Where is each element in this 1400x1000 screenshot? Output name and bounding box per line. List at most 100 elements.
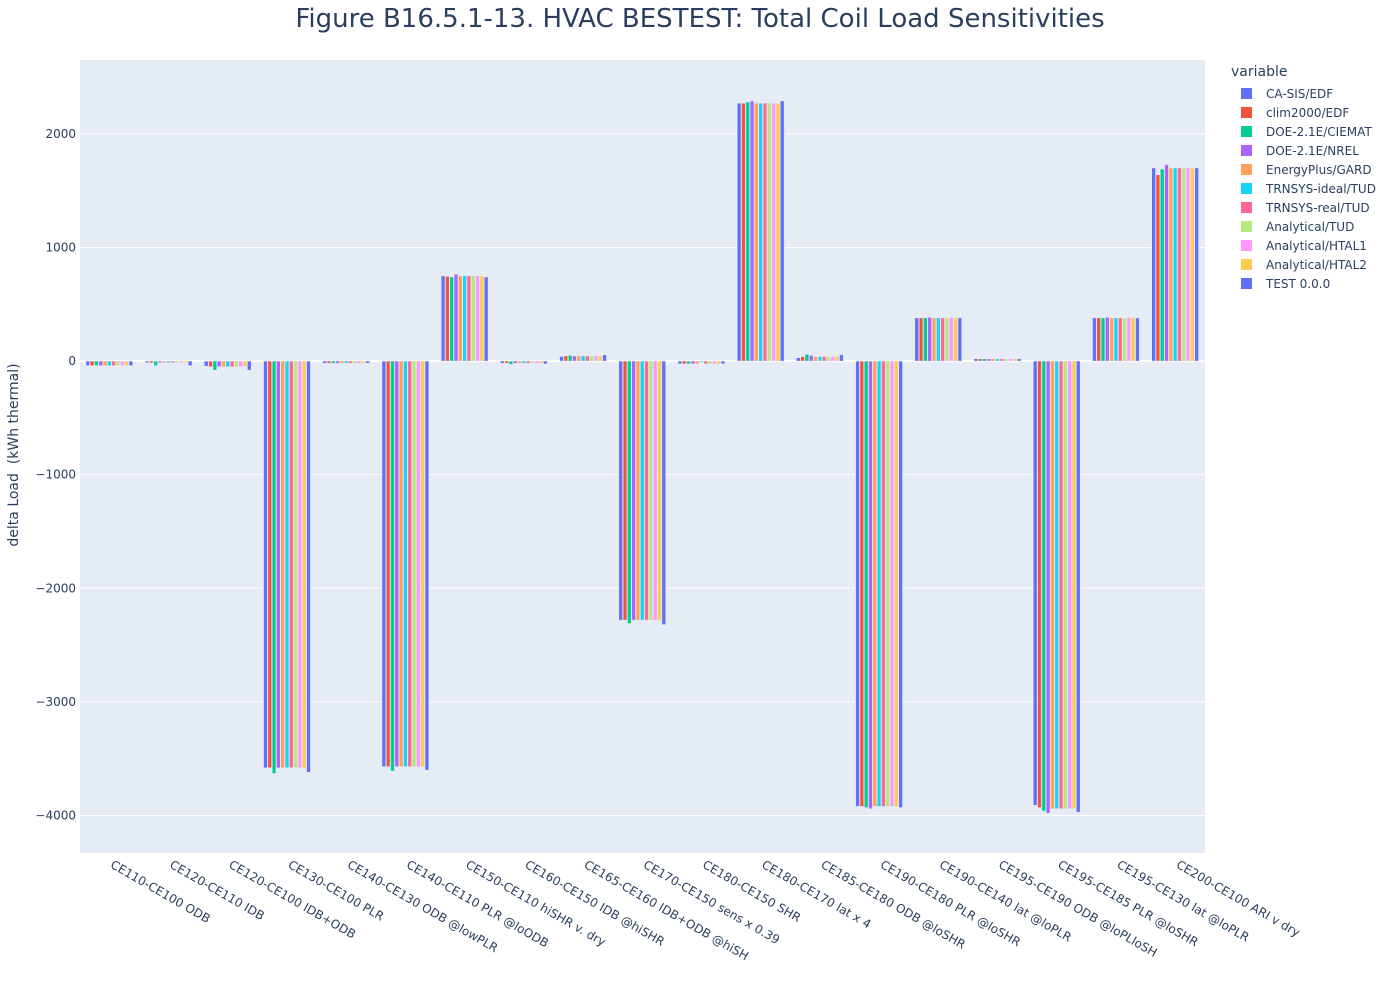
bar [517, 360, 522, 364]
bar [128, 360, 134, 366]
bar [1071, 360, 1077, 809]
y-tick-labels: −4000 −3000 −2000 −1000 0 1000 2000 [35, 127, 76, 823]
bar [775, 102, 781, 362]
legend-swatch [1241, 240, 1252, 251]
bar [1194, 167, 1199, 362]
bar [1033, 360, 1038, 806]
bar [98, 360, 103, 366]
bar [365, 360, 370, 364]
bar [653, 360, 658, 621]
bar [335, 360, 340, 364]
legend-item[interactable]: TEST 0.0.0 [1231, 274, 1376, 293]
y-tick-label: −2000 [35, 581, 76, 595]
bar [936, 317, 941, 362]
bar [284, 360, 290, 769]
bar [1185, 167, 1191, 362]
bar [271, 360, 277, 774]
bar [386, 360, 391, 767]
bar [635, 360, 641, 621]
bar [914, 317, 919, 362]
bar [221, 360, 226, 367]
bar [885, 360, 890, 807]
bar [627, 360, 632, 624]
bar [826, 356, 831, 362]
bar [471, 275, 476, 362]
legend-item[interactable]: Analytical/TUD [1231, 217, 1376, 236]
bar [749, 100, 755, 362]
bar [898, 360, 903, 808]
legend-label: EnergyPlus/GARD [1266, 162, 1372, 177]
legend-item[interactable]: Analytical/HTAL2 [1231, 255, 1376, 274]
bar [424, 360, 430, 771]
chart-title: Figure B16.5.1-13. HVAC BESTEST: Total C… [295, 4, 1105, 34]
bar [1172, 167, 1178, 362]
bar [475, 275, 480, 362]
bar [153, 360, 158, 366]
bar [716, 360, 721, 365]
bar [559, 356, 564, 362]
legend-item[interactable]: DOE-2.1E/NREL [1231, 141, 1376, 160]
legend-item[interactable]: TRNSYS-real/TUD [1231, 198, 1376, 217]
bar [918, 317, 924, 362]
bar [217, 360, 222, 367]
bar [800, 356, 805, 362]
legend-item[interactable]: DOE-2.1E/CIEMAT [1231, 122, 1376, 141]
legend-item[interactable]: CA-SIS/EDF [1231, 84, 1376, 103]
legend-swatch [1241, 278, 1252, 289]
bar [1131, 317, 1136, 362]
x-tick-label: CE130-CE100 PLR [286, 857, 387, 923]
legend-item[interactable]: EnergyPlus/GARD [1231, 160, 1376, 179]
bar [576, 355, 581, 362]
bar [894, 360, 899, 807]
legend-label: TEST 0.0.0 [1266, 276, 1331, 291]
bar [504, 360, 509, 364]
bar [736, 102, 742, 362]
bar [521, 360, 526, 364]
bar [322, 360, 327, 364]
bar [580, 355, 586, 362]
legend-swatch [1241, 107, 1252, 118]
bar [822, 356, 827, 362]
bar [175, 360, 180, 364]
bar [703, 360, 708, 365]
legend-label: Analytical/TUD [1266, 219, 1355, 234]
legend-swatch [1241, 145, 1252, 156]
bar [411, 360, 417, 767]
bar [326, 360, 332, 364]
bar [940, 317, 945, 362]
bar [677, 360, 683, 365]
bar [229, 360, 235, 367]
bar [1045, 360, 1051, 814]
bar [1037, 360, 1042, 808]
bar [563, 355, 568, 362]
bar [589, 355, 594, 362]
bar [1126, 317, 1132, 362]
bar [208, 360, 213, 367]
bar [1122, 317, 1127, 362]
bar [513, 360, 518, 364]
bar [157, 360, 163, 364]
y-tick-label: 1000 [45, 240, 76, 254]
bar [538, 360, 544, 364]
bar [1181, 167, 1186, 362]
bar [771, 102, 776, 362]
bar [741, 102, 746, 362]
bar [876, 360, 882, 807]
legend-item[interactable]: Analytical/HTAL1 [1231, 236, 1376, 255]
bar [834, 356, 840, 362]
bar [872, 360, 877, 807]
bars [85, 100, 1199, 814]
bar [572, 355, 577, 362]
legend-item[interactable]: clim2000/EDF [1231, 103, 1376, 122]
bar [1164, 164, 1169, 362]
legend-swatch [1241, 126, 1252, 137]
legend-item[interactable]: TRNSYS-ideal/TUD [1231, 179, 1376, 198]
bar [225, 360, 230, 367]
bar [466, 275, 472, 362]
bar [352, 360, 357, 364]
bar [686, 360, 691, 365]
bar [881, 360, 886, 807]
bar [543, 360, 548, 365]
bar [780, 100, 785, 362]
